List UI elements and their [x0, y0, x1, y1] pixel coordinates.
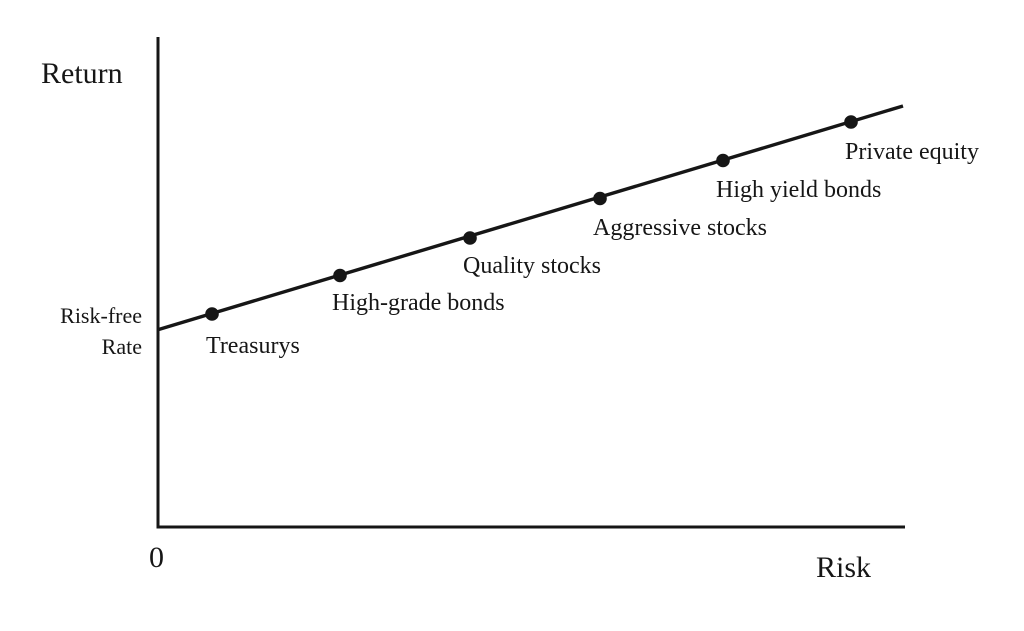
point-high-grade-bonds-dot: [333, 268, 347, 283]
risk-free-rate-label: Risk-free Rate: [60, 303, 142, 359]
y-axis-label: Return: [41, 57, 123, 90]
point-label-treasurys: Treasurys: [206, 333, 300, 359]
point-label-private-equity: Private equity: [845, 139, 979, 165]
point-quality-stocks-dot: [463, 231, 477, 245]
point-label-high-grade-bonds: High-grade bonds: [332, 290, 505, 316]
point-label-quality-stocks: Quality stocks: [463, 253, 601, 279]
point-private-equity-dot: [844, 115, 858, 129]
origin-tick-label: 0: [149, 541, 164, 574]
point-label-high-yield-bonds: High yield bonds: [716, 177, 882, 203]
market-line: [156, 104, 904, 332]
point-treasurys-dot: [205, 307, 219, 321]
point-aggressive-stocks-dot: [593, 191, 607, 206]
x-axis-label: Risk: [816, 551, 872, 584]
point-high-yield-bonds-dot: [716, 153, 730, 168]
point-label-aggressive-stocks: Aggressive stocks: [593, 215, 767, 241]
